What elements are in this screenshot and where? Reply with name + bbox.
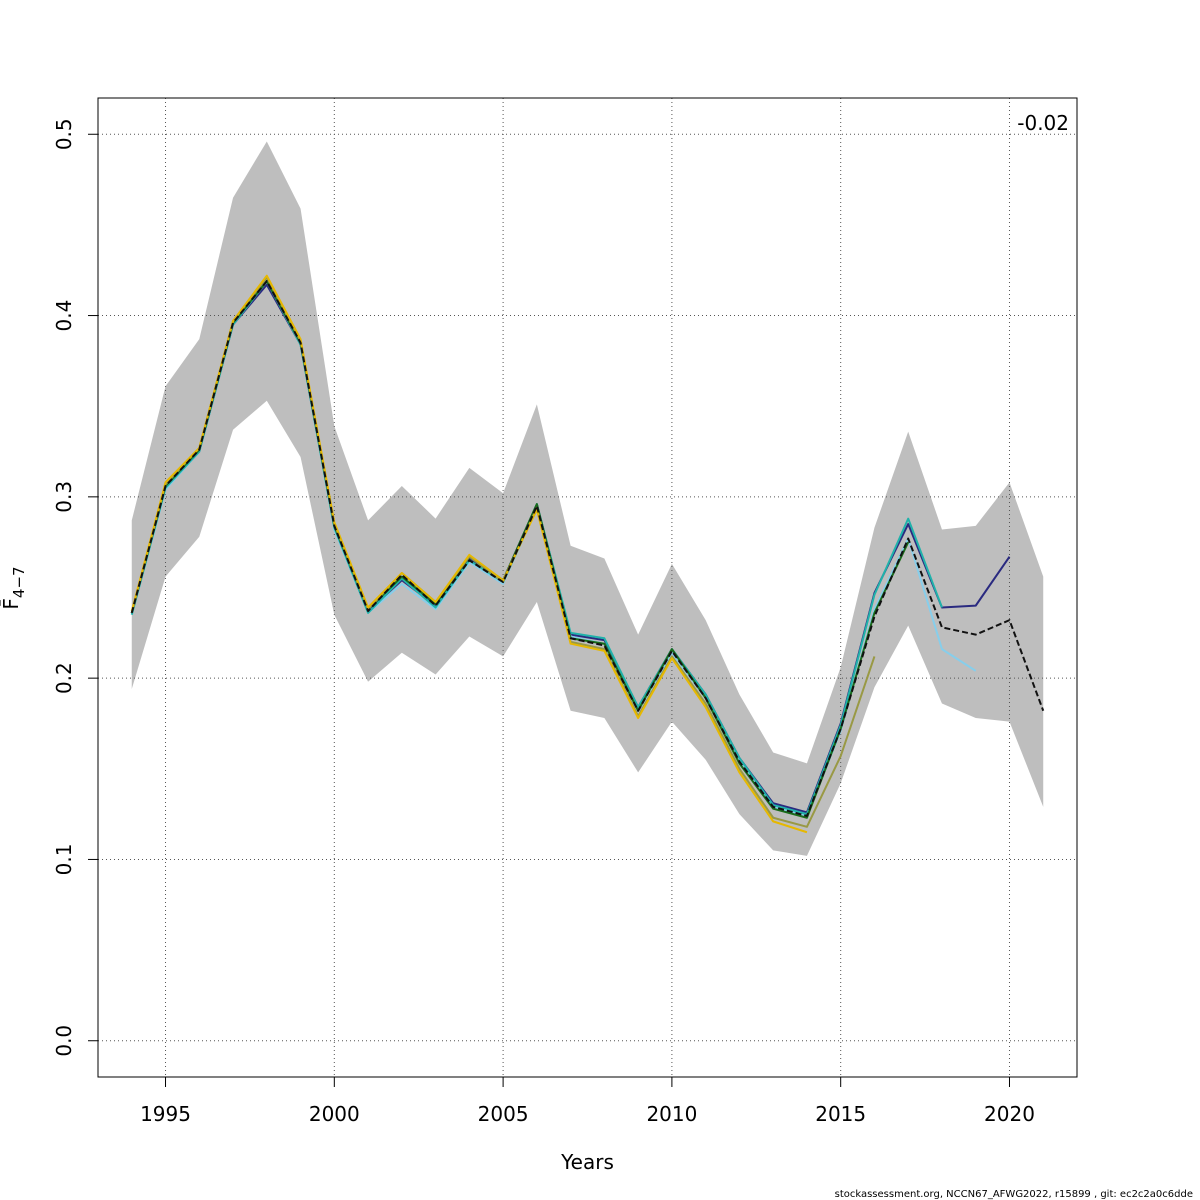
series-layer	[130, 274, 1045, 834]
y-tick-label: 0.2	[52, 662, 76, 694]
y-tick-label: 0.0	[52, 1025, 76, 1057]
y-axis-title-main: F̄	[0, 598, 23, 610]
x-tick-label: 2000	[309, 1102, 360, 1126]
y-tick-label: 0.3	[52, 481, 76, 513]
series-line-7	[130, 280, 1045, 817]
footer-credit: stockassessment.org, NCCN67_AFWG2022, r1…	[835, 1189, 1193, 1200]
corner-annotation: -0.02	[1017, 111, 1069, 135]
x-tick-label: 2015	[815, 1102, 866, 1126]
y-tick-label: 0.5	[52, 118, 76, 150]
plot-frame	[97, 97, 1078, 1078]
series-line-6	[130, 274, 808, 834]
x-axis: 1995 2000 2005 2010 2015 2020	[140, 1077, 1035, 1126]
y-axis-title: F̄4−7	[0, 566, 28, 609]
x-tick-label: 2020	[984, 1102, 1035, 1126]
x-axis-title: Years	[560, 1150, 614, 1174]
y-tick-label: 0.1	[52, 844, 76, 876]
x-tick-label: 1995	[140, 1102, 191, 1126]
x-tick-label: 2010	[646, 1102, 697, 1126]
y-axis: 0.0 0.1 0.2 0.3 0.4 0.5	[52, 118, 98, 1057]
y-axis-title-subscript: 4−7	[10, 566, 28, 598]
confidence-band	[131, 141, 1044, 856]
confidence-band-layer	[131, 141, 1044, 856]
x-tick-label: 2005	[478, 1102, 529, 1126]
y-tick-label: 0.4	[52, 300, 76, 332]
svg-text:F̄4−7: F̄4−7	[0, 566, 28, 609]
